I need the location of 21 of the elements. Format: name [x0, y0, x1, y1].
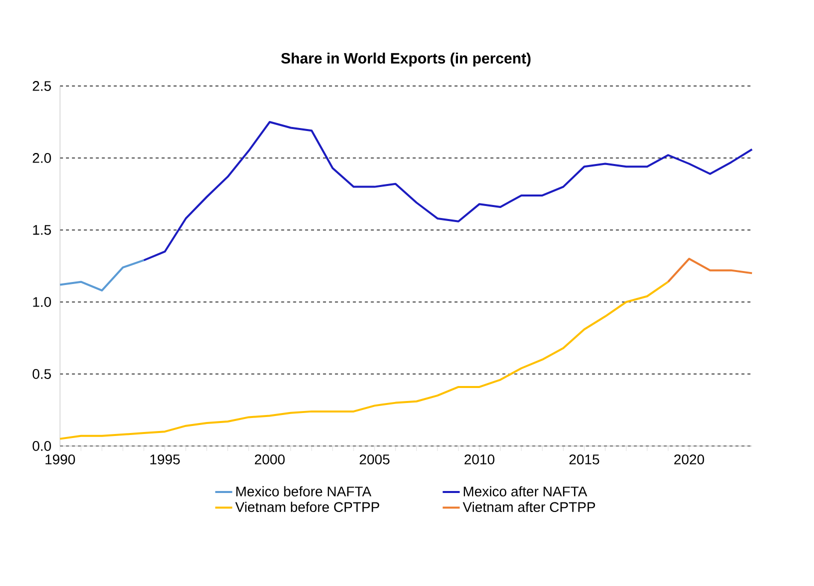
line-series	[142, 121, 754, 262]
y-tick-label: 1.0	[33, 297, 51, 307]
x-tick-label: 1995	[150, 454, 180, 464]
x-tick-label: 2015	[569, 454, 600, 464]
legend-label: Vietnam after CPTPP	[462, 502, 596, 512]
legend-label: Mexico before NAFTA	[236, 486, 372, 496]
line-series	[59, 259, 145, 292]
chart-title: Share in World Exports (in percent)	[281, 52, 531, 67]
x-tick-label: 2010	[464, 454, 494, 464]
x-tick-label: 2000	[254, 454, 285, 464]
legend-label: Vietnam before CPTPP	[235, 502, 380, 512]
y-tick-label: 2.0	[32, 153, 51, 163]
y-tick-label: 2.5	[32, 81, 51, 91]
x-tick-label: 1990	[46, 454, 75, 464]
line-series	[667, 258, 754, 283]
legend-label: Mexico after NAFTA	[464, 486, 588, 496]
x-tick-label: 2020	[674, 454, 704, 464]
y-tick-label: 0.0	[32, 441, 51, 451]
y-tick-label: 0.5	[32, 369, 51, 379]
y-tick-label: 1.5	[33, 225, 51, 235]
x-tick-label: 2005	[360, 454, 390, 464]
